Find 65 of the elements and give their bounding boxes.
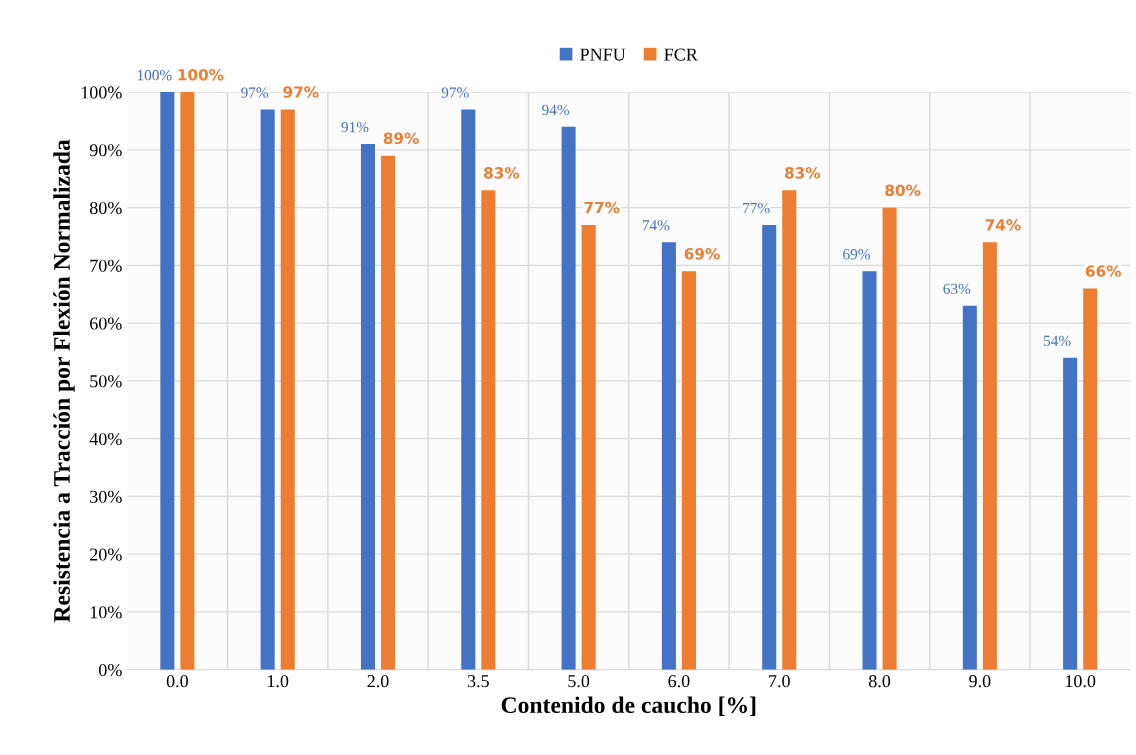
data-label: 100% <box>178 68 224 81</box>
bar <box>982 242 997 670</box>
x-tick-label: 10.0 <box>1065 675 1096 688</box>
bar <box>581 224 596 670</box>
bar <box>762 224 777 670</box>
bar <box>1083 288 1098 670</box>
bar <box>280 109 295 670</box>
data-label: 97% <box>283 86 319 98</box>
data-label: 91% <box>341 122 369 133</box>
y-tick-label: 100% <box>81 86 122 99</box>
bar <box>962 305 977 670</box>
bar <box>260 109 275 670</box>
x-tick-label: 1.0 <box>268 675 289 688</box>
y-tick-label: 20% <box>90 548 122 561</box>
x-tick-label: 0.0 <box>166 675 188 688</box>
data-label: 66% <box>1085 265 1122 277</box>
data-label: 89% <box>383 132 419 145</box>
x-tick-label: 8.0 <box>868 675 891 688</box>
bar <box>481 190 496 670</box>
bar <box>681 271 696 670</box>
data-label: 97% <box>241 87 269 98</box>
bar <box>461 109 476 670</box>
data-label: 83% <box>784 167 821 179</box>
y-tick-label: 80% <box>89 201 122 215</box>
x-tick-label: 6.0 <box>668 675 690 688</box>
data-label: 54% <box>1043 335 1071 347</box>
bar <box>180 92 195 670</box>
y-tick-label: 60% <box>90 317 122 330</box>
y-tick-label: 30% <box>90 490 122 503</box>
y-tick-label: 50% <box>90 375 122 388</box>
data-label: 100% <box>137 70 172 81</box>
x-tick-label: 2.0 <box>367 675 389 688</box>
bar <box>862 271 877 670</box>
data-label: 63% <box>943 283 971 295</box>
bar <box>661 242 676 670</box>
legend-label: FCR <box>664 48 698 61</box>
y-tick-label: 0% <box>98 663 122 677</box>
data-label: 74% <box>985 219 1021 231</box>
data-label: 83% <box>484 167 520 179</box>
y-tick-label: 90% <box>89 144 122 157</box>
legend-label: PNFU <box>580 48 626 61</box>
x-tick-label: 9.0 <box>969 675 991 688</box>
data-label: 77% <box>743 202 770 214</box>
data-label: 77% <box>584 201 620 214</box>
bar <box>782 190 797 670</box>
data-label: 80% <box>885 184 921 196</box>
bar <box>882 207 897 670</box>
bar <box>381 155 396 670</box>
data-label: 74% <box>642 220 670 231</box>
y-tick-label: 70% <box>90 259 122 272</box>
data-label: 69% <box>684 247 720 260</box>
bar <box>160 92 175 670</box>
y-tick-label: 10% <box>90 606 122 619</box>
data-label: 97% <box>441 87 469 98</box>
data-label: 94% <box>542 104 570 116</box>
y-tick-label: 40% <box>89 432 122 446</box>
bar <box>1063 357 1078 670</box>
bar <box>561 126 576 670</box>
x-tick-label: 3.5 <box>467 675 489 688</box>
x-axis-title: Contenido de caucho [%] <box>501 696 756 717</box>
data-label: 69% <box>843 249 870 260</box>
y-axis-title: Resistencia a Tracción por Flexión Normalizada <box>53 139 75 623</box>
x-tick-label: 7.0 <box>769 675 790 688</box>
bar <box>360 144 375 670</box>
x-tick-label: 5.0 <box>568 675 590 688</box>
